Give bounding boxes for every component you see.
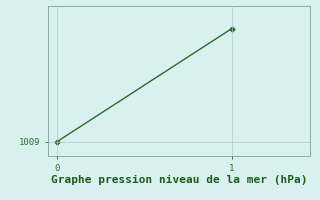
X-axis label: Graphe pression niveau de la mer (hPa): Graphe pression niveau de la mer (hPa)	[51, 175, 308, 185]
